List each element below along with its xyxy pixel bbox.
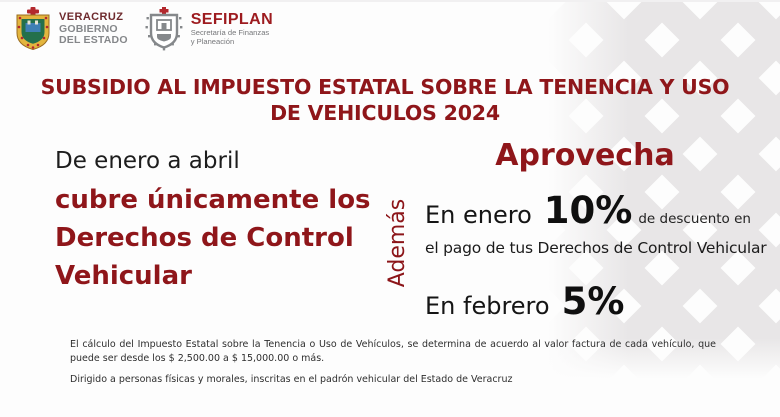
february-discount-line: En febrero 5% <box>425 280 777 323</box>
february-percent: 5% <box>561 280 625 323</box>
january-discount-detail: el pago de tus Derechos de Control Vehic… <box>425 239 767 257</box>
sefiplan-sub1: Secretaría de Finanzas <box>190 28 270 38</box>
veracruz-name: VERACRUZ <box>59 11 124 24</box>
january-discount-line: En enero 10% de descuento en <box>425 189 777 232</box>
header: VERACRUZ GOBIERNO DEL ESTADO <box>14 7 273 51</box>
january-suffix: de descuento en <box>638 211 751 227</box>
page-title-line2: DE VEHICULOS 2024 <box>270 101 500 125</box>
footnotes: El cálculo del Impuesto Estatal sobre la… <box>70 338 716 385</box>
left-highlight-line3: Vehicular <box>55 261 192 291</box>
sefiplan-logo-text: SEFIPLAN Secretaría de Finanzas y Planea… <box>191 11 273 47</box>
left-highlight-text: cubre únicamente los Derechos de Control… <box>55 181 385 295</box>
aprovecha-heading: Aprovecha <box>495 138 675 173</box>
veracruz-logo: VERACRUZ GOBIERNO DEL ESTADO <box>14 7 128 51</box>
left-highlight-line2: Derechos de Control <box>55 223 354 253</box>
january-percent: 10% <box>543 189 633 232</box>
footnote-calculation: El cálculo del Impuesto Estatal sobre la… <box>70 339 716 364</box>
veracruz-sub2: DEL ESTADO <box>59 33 128 46</box>
veracruz-logo-text: VERACRUZ GOBIERNO DEL ESTADO <box>59 11 128 46</box>
right-promo-block: Aprovecha En enero 10% de descuento en el … <box>425 138 777 323</box>
left-intro-text: De enero a abril <box>55 148 240 174</box>
ademas-rotated-label: Además <box>385 198 410 288</box>
veracruz-coat-of-arms-icon <box>16 7 50 51</box>
sefiplan-sub2: y Planeación <box>190 37 235 47</box>
left-highlight-line1: cubre únicamente los <box>55 185 371 215</box>
sefiplan-name: SEFIPLAN <box>190 11 274 29</box>
left-promo-block: De enero a abril cubre únicamente los De… <box>55 148 385 295</box>
page-title-line1: SUBSIDIO AL IMPUESTO ESTATAL SOBRE LA TE… <box>40 75 730 99</box>
february-prefix: En febrero <box>425 292 550 320</box>
veracruz-sub1: GOBIERNO <box>59 22 118 35</box>
sefiplan-shield-icon <box>145 7 183 51</box>
sefiplan-logo: SEFIPLAN Secretaría de Finanzas y Planea… <box>144 7 273 51</box>
january-prefix: En enero <box>425 201 532 229</box>
footnote-audience: Dirigido a personas físicas y morales, i… <box>70 373 513 385</box>
page-title: SUBSIDIO AL IMPUESTO ESTATAL SOBRE LA TE… <box>0 74 770 126</box>
